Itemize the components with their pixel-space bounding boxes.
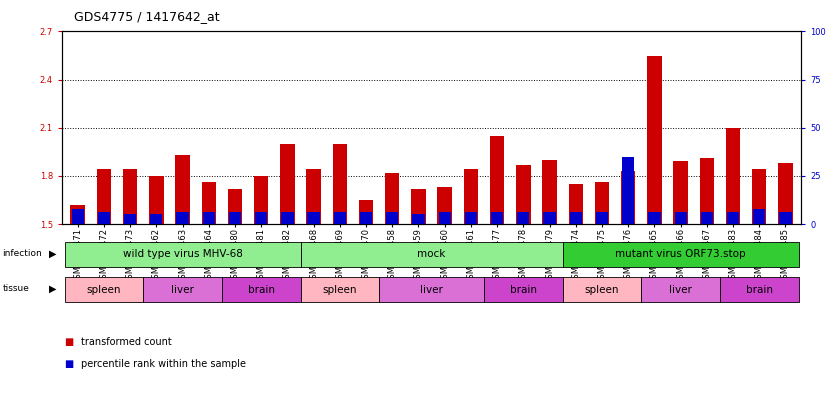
Text: GDS4775 / 1417642_at: GDS4775 / 1417642_at — [74, 10, 220, 23]
FancyBboxPatch shape — [64, 242, 301, 267]
Text: tissue: tissue — [2, 285, 30, 293]
Bar — [621, 171, 635, 224]
Bar — [673, 162, 688, 224]
Bar — [72, 209, 83, 224]
FancyBboxPatch shape — [563, 277, 641, 302]
Bar — [517, 213, 529, 224]
Text: liver: liver — [171, 285, 194, 295]
Text: liver: liver — [420, 285, 443, 295]
Text: brain: brain — [510, 285, 537, 295]
Bar — [491, 213, 503, 224]
Bar — [727, 213, 739, 224]
Bar — [123, 169, 137, 224]
Bar — [229, 213, 241, 224]
Bar — [438, 187, 452, 224]
Bar — [752, 169, 767, 224]
Bar — [570, 213, 582, 224]
FancyBboxPatch shape — [641, 277, 720, 302]
Bar — [150, 214, 163, 224]
Bar — [280, 144, 295, 224]
Text: ▶: ▶ — [49, 248, 56, 259]
Text: spleen: spleen — [323, 285, 357, 295]
Bar — [596, 213, 608, 224]
Bar — [568, 184, 583, 224]
Bar — [700, 158, 714, 224]
FancyBboxPatch shape — [720, 277, 799, 302]
Text: infection: infection — [2, 249, 42, 258]
Bar — [463, 169, 478, 224]
Bar — [648, 213, 661, 224]
Bar — [360, 213, 373, 224]
Text: ▶: ▶ — [49, 284, 56, 294]
Bar — [358, 200, 373, 224]
Bar — [544, 213, 556, 224]
Bar — [175, 155, 190, 224]
Text: spleen: spleen — [87, 285, 121, 295]
Bar — [411, 189, 425, 224]
Bar — [726, 128, 740, 224]
Bar — [124, 214, 136, 224]
Text: ■: ■ — [64, 358, 74, 369]
Bar — [202, 213, 215, 224]
Bar — [306, 169, 320, 224]
Bar — [150, 176, 164, 224]
Bar — [334, 213, 346, 224]
FancyBboxPatch shape — [301, 242, 563, 267]
Bar — [780, 213, 791, 224]
Bar — [622, 156, 634, 224]
Bar — [700, 213, 713, 224]
Bar — [439, 213, 451, 224]
Bar — [490, 136, 505, 224]
Bar — [675, 213, 686, 224]
Bar — [648, 55, 662, 224]
FancyBboxPatch shape — [143, 277, 222, 302]
Bar — [254, 176, 268, 224]
FancyBboxPatch shape — [484, 277, 563, 302]
Text: liver: liver — [669, 285, 692, 295]
Bar — [386, 213, 398, 224]
Bar — [307, 213, 320, 224]
Text: transformed count: transformed count — [81, 337, 172, 347]
Bar — [70, 205, 85, 224]
FancyBboxPatch shape — [301, 277, 379, 302]
Bar — [333, 144, 347, 224]
Bar — [595, 182, 610, 224]
Text: mutant virus ORF73.stop: mutant virus ORF73.stop — [615, 250, 746, 259]
FancyBboxPatch shape — [563, 242, 799, 267]
Text: brain: brain — [746, 285, 773, 295]
Bar — [385, 173, 400, 224]
Bar — [97, 213, 110, 224]
FancyBboxPatch shape — [64, 277, 143, 302]
Text: percentile rank within the sample: percentile rank within the sample — [81, 358, 246, 369]
Bar — [516, 165, 530, 224]
Bar — [202, 182, 216, 224]
Bar — [778, 163, 793, 224]
Bar — [465, 213, 477, 224]
Text: spleen: spleen — [585, 285, 620, 295]
FancyBboxPatch shape — [222, 277, 301, 302]
Text: brain: brain — [248, 285, 275, 295]
Bar — [255, 213, 268, 224]
Bar — [228, 189, 242, 224]
Bar — [412, 214, 425, 224]
Bar — [177, 213, 188, 224]
Bar — [97, 169, 112, 224]
Bar — [753, 209, 766, 224]
Text: ■: ■ — [64, 337, 74, 347]
Text: wild type virus MHV-68: wild type virus MHV-68 — [122, 250, 243, 259]
FancyBboxPatch shape — [379, 277, 484, 302]
Bar — [543, 160, 557, 224]
Text: mock: mock — [417, 250, 446, 259]
Bar — [282, 213, 293, 224]
